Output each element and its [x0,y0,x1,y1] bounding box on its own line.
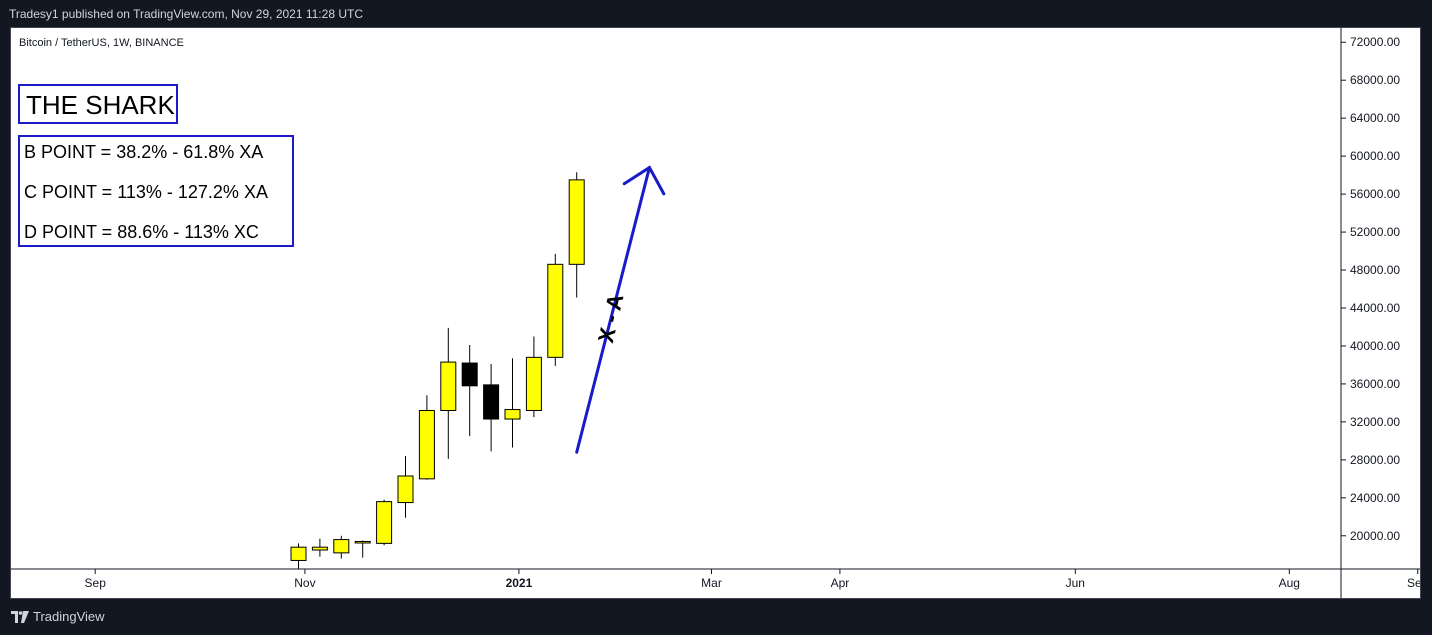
candle-body [333,539,350,554]
candle[interactable] [440,327,457,459]
time-tick-label: Mar [701,576,722,590]
time-axis: Sep Nov 2021 Mar Apr Jun Aug Sep [85,569,1429,590]
price-tick-label: 28000.00 [1350,453,1400,467]
time-tick-label: 2021 [506,576,533,590]
tradingview-logo-icon [11,611,29,623]
time-tick-label: Sep [85,576,107,590]
candle-body [354,540,371,544]
candle-body [483,384,500,420]
candle-body [397,475,414,504]
candle[interactable] [376,499,393,546]
publish-header: Tradesy1 published on TradingView.com, N… [0,0,1432,28]
rule-c-point: C POINT = 113% - 127.2% XA [24,182,268,202]
time-tick-label: Apr [831,576,850,590]
candle[interactable] [547,253,564,366]
candle[interactable] [483,363,500,452]
title-text: THE SHARK [26,90,175,120]
candle[interactable] [461,345,478,437]
price-tick-label: 40000.00 [1350,339,1400,353]
candle[interactable] [504,358,521,448]
candle[interactable] [311,538,328,557]
candlestick-chart[interactable]: Bitcoin / TetherUS, 1W, BINANCE 72000.00… [11,28,1429,598]
candle[interactable] [290,543,307,569]
tradingview-brand-text: TradingView [33,609,105,624]
arrow-label: X - A [593,291,628,345]
price-tick-label: 44000.00 [1350,301,1400,315]
candle-body [418,409,435,480]
candle-body [311,546,328,551]
candle-body [461,362,478,387]
price-tick-label: 36000.00 [1350,377,1400,391]
rule-b-point: B POINT = 38.2% - 61.8% XA [24,142,263,162]
tradingview-brand[interactable]: TradingView [11,603,105,631]
price-tick-label: 52000.00 [1350,225,1400,239]
rules-box [18,135,294,247]
candle-body [504,409,521,420]
candle[interactable] [354,540,371,558]
candle-body [440,361,457,411]
time-tick-label: Nov [294,576,315,590]
time-tick-label: Sep [1407,576,1420,590]
publish-info: Tradesy1 published on TradingView.com, N… [9,7,363,21]
footer-bar: TradingView [0,603,1432,635]
candle-body [290,546,307,561]
time-tick-label: Aug [1279,576,1300,590]
candle-body [376,501,393,544]
candle-body [547,263,564,358]
price-tick-label: 24000.00 [1350,491,1400,505]
price-tick-label: 20000.00 [1350,529,1400,543]
price-tick-label: 68000.00 [1350,73,1400,87]
candle[interactable] [397,456,414,518]
candles-layer [290,172,585,569]
title-box [18,84,178,124]
candle-body [568,179,585,265]
arrow-shaft [575,166,651,454]
candle[interactable] [525,336,542,418]
candle[interactable] [333,535,350,559]
rule-d-point: D POINT = 88.6% - 113% XC [24,222,259,242]
candle[interactable] [418,395,435,480]
price-tick-label: 64000.00 [1350,111,1400,125]
x-a-arrow [575,165,666,454]
price-tick-label: 60000.00 [1350,149,1400,163]
price-axis: 72000.00 68000.00 64000.00 60000.00 56000.00… [1341,35,1400,543]
arrow-head [622,165,666,196]
price-tick-label: 56000.00 [1350,187,1400,201]
chart-frame[interactable]: Bitcoin / TetherUS, 1W, BINANCE 72000.00… [10,27,1429,599]
candle-body [525,356,542,411]
price-tick-label: 48000.00 [1350,263,1400,277]
candle[interactable] [568,172,585,298]
symbol-label: Bitcoin / TetherUS, 1W, BINANCE [19,37,184,49]
time-tick-label: Jun [1066,576,1085,590]
price-tick-label: 32000.00 [1350,415,1400,429]
price-tick-label: 72000.00 [1350,35,1400,49]
